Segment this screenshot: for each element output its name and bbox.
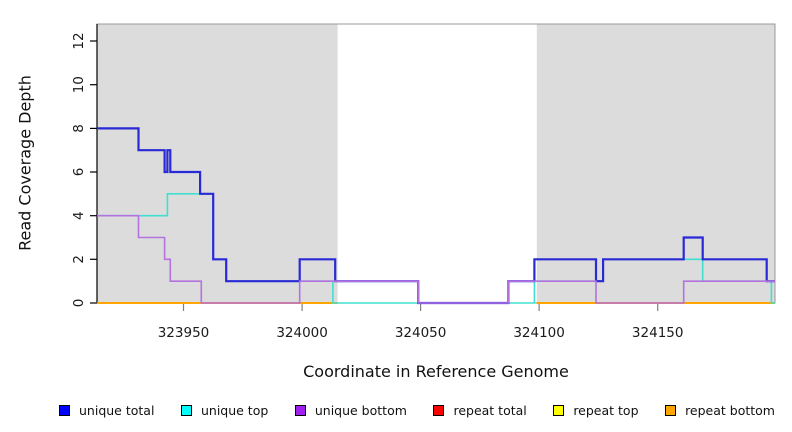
legend-swatch-repeat-bottom <box>665 404 677 416</box>
series-unique-bottom <box>97 214 775 304</box>
x-axis-title: Coordinate in Reference Genome <box>303 362 569 381</box>
legend-item-repeat-top: repeat top <box>553 402 639 418</box>
y-tick-label: 12 <box>71 32 87 49</box>
y-tick-label: 0 <box>71 299 87 308</box>
series-unique-total <box>97 127 775 305</box>
y-axis-title: Read Coverage Depth <box>15 75 35 251</box>
x-tick-label: 324050 <box>395 325 447 341</box>
legend-label: unique top <box>200 402 269 418</box>
y-tick-label: 2 <box>71 255 87 264</box>
legend-swatch-repeat-top <box>553 404 565 416</box>
legend: unique total unique top unique bottom repea… <box>59 401 775 419</box>
y-tick-label: 6 <box>71 168 87 177</box>
legend-item-unique-top: unique top <box>180 402 269 418</box>
legend-item-unique-bottom: unique bottom <box>294 402 407 418</box>
legend-label: repeat bottom <box>685 402 775 418</box>
legend-swatch-unique-total <box>59 404 70 416</box>
y-tick-label: 4 <box>71 211 87 220</box>
x-tick-label: 324150 <box>632 325 684 341</box>
legend-label: repeat top <box>573 402 639 418</box>
legend-item-unique-total: unique total <box>59 403 154 418</box>
legend-swatch-unique-bottom <box>294 404 306 416</box>
y-tick-label: 10 <box>71 76 87 93</box>
y-tick-label: 8 <box>71 124 87 133</box>
legend-label: repeat total <box>453 402 527 418</box>
repeat-region-shade <box>97 24 338 303</box>
legend-label: unique total <box>79 402 155 418</box>
x-tick-label: 324100 <box>513 325 565 341</box>
legend-item-repeat-total: repeat total <box>433 402 527 418</box>
x-tick-label: 323950 <box>158 325 210 341</box>
x-tick-label: 324000 <box>276 325 328 341</box>
legend-swatch-repeat-total <box>433 404 445 416</box>
legend-label: unique bottom <box>314 402 407 418</box>
repeat-region-shade <box>536 24 775 303</box>
legend-item-repeat-bottom: repeat bottom <box>665 403 775 418</box>
legend-swatch-unique-top <box>180 404 192 416</box>
